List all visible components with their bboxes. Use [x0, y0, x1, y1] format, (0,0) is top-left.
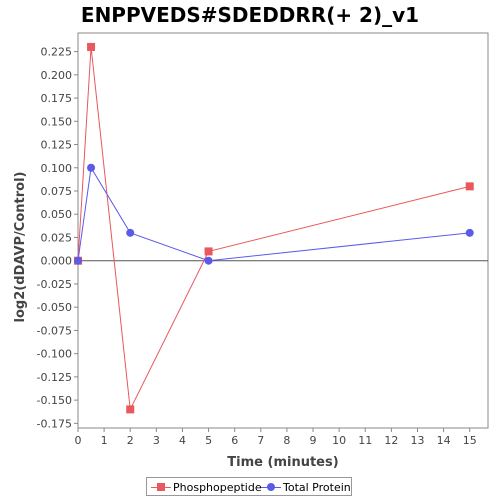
y-tick-label: 0.175: [41, 92, 73, 105]
data-point-phosphopeptide: [465, 182, 474, 191]
legend-item-phosphopeptide: Phosphopeptide: [151, 480, 262, 494]
y-axis-ticks: -0.175 -0.150 -0.125 -0.100 -0.075 -0.050 -0.0…: [37, 46, 78, 430]
y-tick-label: 0.125: [41, 139, 73, 152]
x-tick-label: 10: [332, 434, 346, 447]
plot-area: [77, 32, 489, 429]
legend-circle-marker-icon: [261, 482, 281, 492]
y-tick-label: -0.100: [37, 348, 72, 361]
x-tick-label: 9: [310, 434, 317, 447]
legend: Phosphopeptide Total Protein: [146, 477, 352, 496]
x-tick-label: 1: [101, 434, 108, 447]
y-tick-label: 0.100: [41, 162, 73, 175]
y-tick-label: 0.050: [41, 208, 73, 221]
x-tick-label: 4: [179, 434, 186, 447]
x-tick-label: 14: [437, 434, 451, 447]
y-tick-label: -0.150: [37, 394, 72, 407]
data-point-total-protein: [74, 256, 82, 265]
chart-title: ENPPVEDS#SDEDDRR(+ 2)_v1: [80, 3, 420, 27]
x-tick-label: 12: [384, 434, 398, 447]
y-tick-label: -0.075: [37, 324, 72, 337]
x-tick-label: 2: [127, 434, 134, 447]
y-tick-label: -0.125: [37, 371, 72, 384]
data-point-phosphopeptide: [204, 247, 213, 256]
data-point-total-protein: [204, 256, 213, 265]
x-tick-label: 7: [257, 434, 264, 447]
x-axis-ticks: 0 1 2 3 4 5 6 7 8 9 10 11 12 13 14 15: [75, 428, 477, 447]
x-tick-label: 11: [358, 434, 372, 447]
y-tick-label: 0.000: [41, 255, 73, 268]
y-tick-label: 0.225: [41, 46, 73, 59]
x-tick-label: 6: [231, 434, 238, 447]
legend-label-phosphopeptide: Phosphopeptide: [173, 480, 262, 494]
x-axis-label: Time (minutes): [227, 455, 338, 470]
x-tick-label: 5: [205, 434, 212, 447]
series-layer: [74, 42, 474, 414]
x-tick-label: 8: [283, 434, 290, 447]
y-tick-label: -0.050: [37, 301, 72, 314]
y-tick-label: -0.025: [37, 278, 72, 291]
y-axis-label: log2(dDAVP/Control): [13, 172, 28, 323]
data-point-phosphopeptide: [87, 42, 96, 51]
data-point-phosphopeptide: [126, 405, 135, 414]
x-tick-label: 13: [410, 434, 424, 447]
x-tick-label: 0: [75, 434, 82, 447]
data-point-total-protein: [465, 228, 474, 237]
data-point-total-protein: [87, 163, 96, 172]
legend-square-marker-icon: [151, 482, 171, 492]
x-tick-label: 3: [153, 434, 160, 447]
plot-border: [77, 32, 489, 429]
x-tick-label: 15: [463, 434, 477, 447]
data-point-total-protein: [126, 228, 135, 237]
y-tick-label: 0.150: [41, 115, 73, 128]
legend-label-total-protein: Total Protein: [283, 480, 351, 494]
y-tick-label: 0.075: [41, 185, 73, 198]
y-tick-label: 0.200: [41, 69, 73, 82]
legend-item-total-protein: Total Protein: [261, 480, 351, 494]
y-tick-label: 0.025: [41, 231, 73, 244]
y-tick-label: -0.175: [37, 417, 72, 430]
